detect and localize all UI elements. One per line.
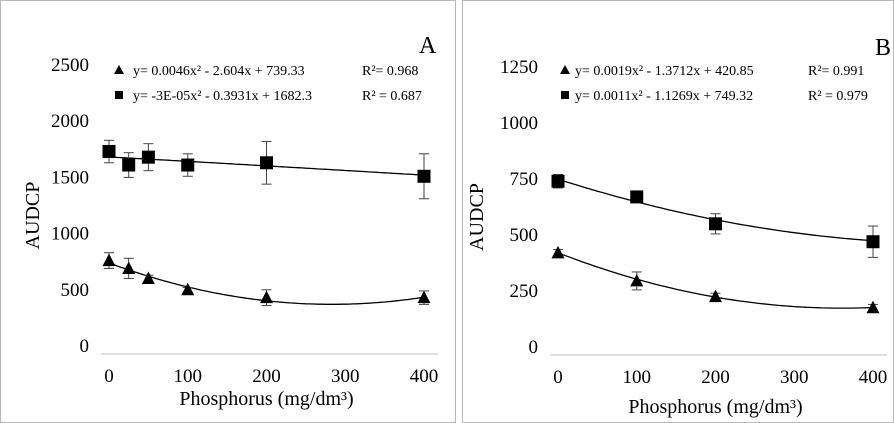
chart-panel-b: 0 250 500 750 1000 1250 0 100 200 300 400 AUDCP Phos… <box>462 0 894 423</box>
chart-a-data-point-triangle <box>122 261 136 274</box>
chart-a-y-tick-label: 1500 <box>51 167 89 188</box>
chart-b-data-point-square <box>551 174 565 188</box>
chart-b-data-point-triangle <box>551 245 565 259</box>
chart-b-x-tick-label: 400 <box>859 367 888 388</box>
chart-a-legend-equation: y= -3E-05x² - 0.3931x + 1682.3 <box>133 89 312 104</box>
chart-b-y-tick-label: 500 <box>510 225 539 246</box>
chart-b-data-point-square <box>709 217 722 231</box>
chart-a-panel-label: A <box>419 33 437 59</box>
chart-a-y-tick-label: 0 <box>80 336 90 357</box>
chart-b-svg: 0 250 500 750 1000 1250 0 100 200 300 400 AUDCP Phos… <box>466 35 891 418</box>
chart-b-x-tick-label: 100 <box>623 367 652 388</box>
chart-a-data-point-triangle <box>260 290 273 304</box>
chart-a-x-tick-label: 300 <box>331 366 360 387</box>
chart-b-y-tick-label: 250 <box>510 281 539 302</box>
chart-b-data-point-square <box>866 235 880 249</box>
chart-a-legend-marker-square <box>115 91 123 99</box>
chart-b-y-tick-label: 750 <box>510 169 539 190</box>
chart-a-legend-r2: R²= 0.968 <box>362 64 418 79</box>
chart-a-data-point-square <box>102 145 116 159</box>
chart-a-data-point-triangle <box>141 271 155 285</box>
chart-a-y-tick-label: 500 <box>61 280 90 301</box>
chart-b-x-tick-label: 200 <box>701 367 730 388</box>
chart-a-y-axis-title: AUDCP <box>22 182 44 250</box>
chart-b-x-tick-label: 0 <box>553 367 563 388</box>
chart-a-svg: 0 500 1000 1500 2000 2500 0 100 200 300 400 AUDCP Ph… <box>22 33 439 410</box>
chart-b-data-point-triangle <box>866 300 880 314</box>
chart-b-legend-r2: R²= 0.991 <box>808 64 864 79</box>
chart-a-x-axis-title: Phosphorus (mg/dm³) <box>179 388 353 410</box>
chart-a-x-tick-label: 0 <box>104 366 114 387</box>
chart-a-x-tick-label: 200 <box>252 366 281 387</box>
chart-b-data-point-square <box>630 190 644 204</box>
chart-b-y-axis-title: AUDCP <box>466 183 488 251</box>
chart-a-legend-r2: R² = 0.687 <box>362 89 422 104</box>
chart-a-data-point-triangle <box>102 253 116 267</box>
chart-b-y-tick-label: 0 <box>529 337 539 358</box>
chart-a-y-tick-label: 1000 <box>51 224 89 245</box>
chart-a-legend-equation: y= 0.0046x² - 2.604x + 739.33 <box>133 64 305 79</box>
chart-b-y-tick-label: 1250 <box>500 57 538 78</box>
chart-b-data-point-triangle <box>630 273 644 287</box>
chart-a-legend-marker-triangle <box>114 65 124 74</box>
chart-b-legend-equation: y= 0.0011x² - 1.1269x + 749.32 <box>575 89 753 104</box>
chart-b-data-point-triangle <box>709 289 722 303</box>
chart-b-legend-marker-triangle <box>560 65 570 74</box>
chart-b-legend-marker-square <box>561 91 569 99</box>
chart-a-data-point-square <box>417 169 431 183</box>
chart-a-data-point-square <box>181 158 195 172</box>
chart-a-y-tick-label: 2000 <box>51 111 89 132</box>
chart-b-legend-equation: y= 0.0019x² - 1.3712x + 420.85 <box>575 64 754 79</box>
chart-panel-a: 0 500 1000 1500 2000 2500 0 100 200 300 400 AUDCP Ph… <box>0 0 456 423</box>
chart-b-legend-r2: R² = 0.979 <box>808 89 868 104</box>
chart-a-data-point-square <box>260 156 273 170</box>
chart-b-x-axis-title: Phosphorus (mg/dm³) <box>628 396 802 418</box>
chart-a-x-tick-label: 100 <box>174 366 203 387</box>
chart-a-data-point-square <box>141 150 155 164</box>
chart-a-y-tick-label: 2500 <box>51 55 89 76</box>
chart-a-data-point-square <box>122 158 136 172</box>
chart-b-x-tick-label: 300 <box>780 367 809 388</box>
chart-a-data-point-triangle <box>417 290 431 304</box>
chart-a-data-point-triangle <box>181 282 195 296</box>
chart-b-panel-label: B <box>875 35 891 61</box>
chart-a-x-tick-label: 400 <box>410 366 439 387</box>
chart-b-y-tick-label: 1000 <box>500 113 538 134</box>
